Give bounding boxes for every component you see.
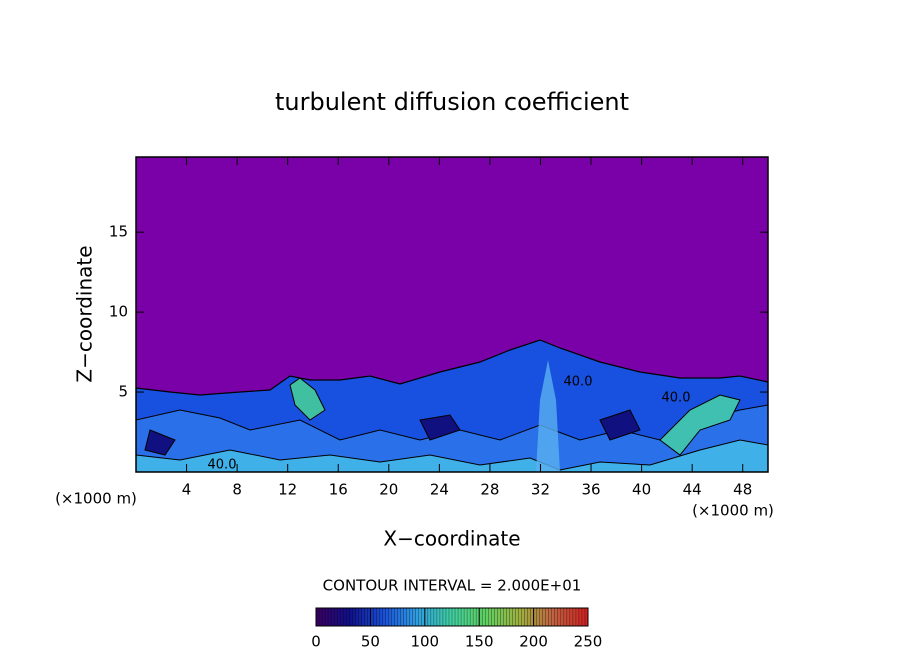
- y-tick-label: 5: [118, 383, 128, 401]
- x-tick-label: 32: [531, 481, 550, 499]
- x-tick-label: 48: [733, 481, 752, 499]
- contour-label: 40.0: [208, 458, 237, 473]
- colorbar-tick-label: 250: [574, 633, 603, 651]
- y-unit: (×1000 m): [55, 490, 137, 508]
- x-tick-label: 16: [329, 481, 348, 499]
- x-tick-label: 4: [182, 481, 192, 499]
- x-tick-label: 8: [232, 481, 242, 499]
- x-axis-label: X−coordinate: [383, 527, 520, 551]
- colorbar-tick-label: 50: [361, 633, 380, 651]
- contour-label: 40.0: [662, 391, 691, 406]
- x-tick-label: 40: [632, 481, 651, 499]
- x-tick-label: 36: [581, 481, 600, 499]
- x-tick-label: 44: [683, 481, 702, 499]
- colorbar-tick-label: 100: [410, 633, 439, 651]
- chart-title: turbulent diffusion coefficient: [275, 88, 629, 116]
- x-unit: (×1000 m): [692, 502, 774, 520]
- x-tick-label: 20: [379, 481, 398, 499]
- plot-frame: [135, 156, 769, 473]
- contour-field: [136, 157, 768, 472]
- contour-interval: CONTOUR INTERVAL = 2.000E+01: [323, 577, 582, 595]
- y-tick-label: 10: [109, 303, 128, 321]
- y-axis-label: Z−coordinate: [73, 245, 97, 382]
- x-tick-label: 28: [480, 481, 499, 499]
- contour-label: 40.0: [564, 375, 593, 390]
- x-tick-label: 24: [430, 481, 449, 499]
- x-tick-label: 12: [278, 481, 297, 499]
- colorbar-tick-label: 0: [311, 633, 321, 651]
- colorbar-tick-label: 200: [519, 633, 548, 651]
- colorbar-tick-label: 150: [465, 633, 494, 651]
- y-tick-label: 15: [109, 223, 128, 241]
